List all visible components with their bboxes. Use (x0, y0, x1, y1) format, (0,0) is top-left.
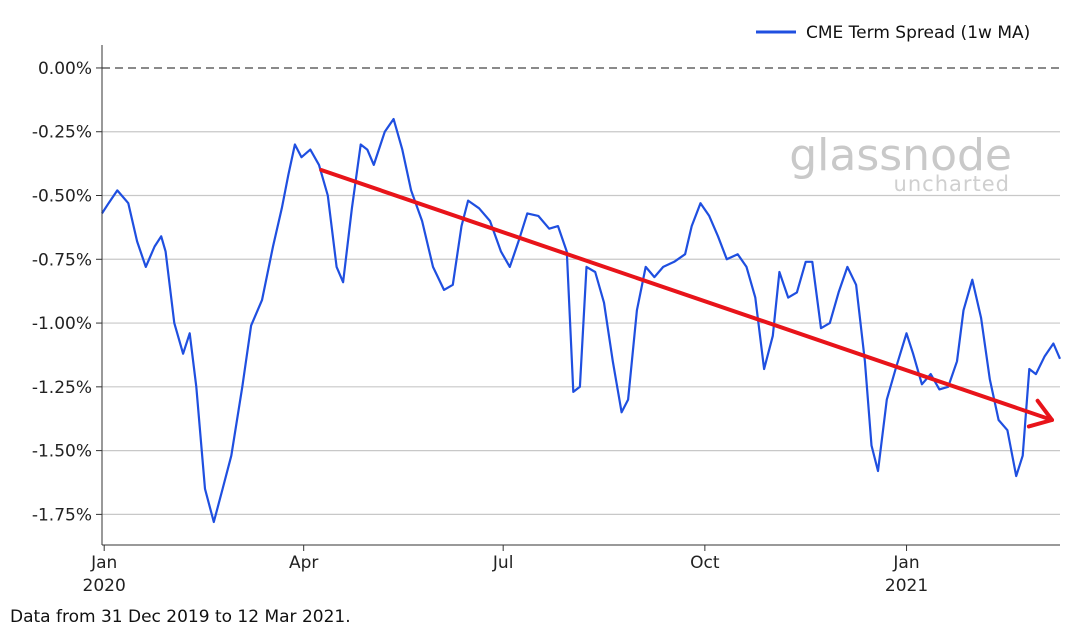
watermark-brand: glassnode (789, 130, 1012, 181)
x-tick-label: Jul (492, 553, 514, 573)
y-tick-label: -1.50% (32, 442, 92, 462)
watermark-tagline: uncharted (894, 172, 1010, 196)
y-tick-label: -0.50% (32, 187, 92, 207)
y-tick-label: -1.00% (32, 314, 92, 334)
legend: CME Term Spread (1w MA) (756, 23, 1030, 43)
axes: 0.00% -0.25% -0.50% -0.75% -1.00% -1.25% -1.50… (32, 45, 1060, 596)
x-tick-label: Apr (289, 553, 318, 573)
trend-arrow-head (1026, 398, 1054, 429)
x-tick-label: Jan (892, 553, 919, 573)
x-tick-label: Oct (690, 553, 720, 573)
x-tick-sublabel: 2021 (885, 576, 928, 596)
trend-arrow-shaft (319, 168, 1054, 422)
y-tick-label: -1.25% (32, 378, 92, 398)
footnote: Data from 31 Dec 2019 to 12 Mar 2021. (10, 607, 351, 627)
trend-arrow (319, 168, 1054, 429)
y-tick-label: -0.75% (32, 250, 92, 270)
y-tick-label: 0.00% (38, 59, 92, 79)
legend-label: CME Term Spread (1w MA) (806, 23, 1030, 43)
y-tick-label: -0.25% (32, 123, 92, 143)
y-tick-label: -1.75% (32, 505, 92, 525)
x-tick-sublabel: 2020 (83, 576, 126, 596)
series-layer (101, 117, 1062, 524)
series-line (101, 117, 1062, 524)
x-tick-label: Jan (90, 553, 117, 573)
watermark: glassnode uncharted (789, 130, 1012, 196)
